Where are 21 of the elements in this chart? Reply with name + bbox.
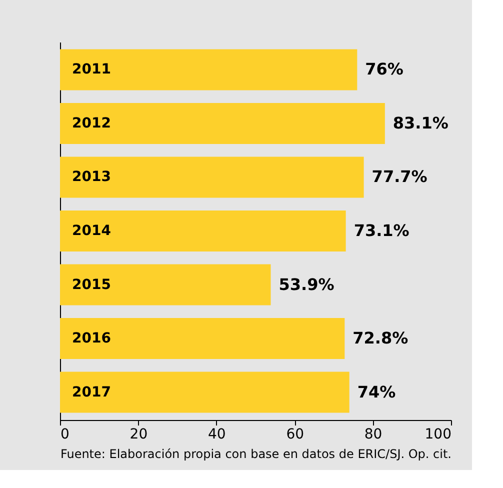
y-tick-label: 2017 bbox=[72, 384, 111, 400]
y-tick-label: 2014 bbox=[72, 223, 112, 239]
data-label: 83.1% bbox=[392, 113, 448, 132]
source-note: Fuente: Elaboración propia con base en datos de ERIC/SJ. Op. cit. bbox=[60, 447, 452, 461]
y-tick-label: 2013 bbox=[72, 169, 111, 186]
data-label: 73.1% bbox=[354, 221, 410, 240]
data-label: 76% bbox=[365, 60, 404, 79]
x-tick-label: 0 bbox=[60, 426, 70, 442]
x-tick-label: 40 bbox=[208, 426, 226, 442]
data-label: 74% bbox=[357, 382, 396, 402]
x-tick-label: 80 bbox=[364, 426, 382, 442]
y-tick-label: 2015 bbox=[72, 276, 111, 293]
data-label: 53.9% bbox=[278, 274, 334, 294]
x-tick-label: 60 bbox=[286, 426, 304, 442]
y-tick-label: 2016 bbox=[72, 330, 111, 347]
x-tick-label: 20 bbox=[130, 426, 148, 442]
y-tick-label: 2012 bbox=[72, 115, 111, 132]
x-tick-label: 100 bbox=[424, 426, 452, 442]
data-label: 77.7% bbox=[372, 167, 428, 186]
y-tick-label: 2011 bbox=[72, 62, 111, 78]
data-label: 72.8% bbox=[352, 328, 408, 348]
